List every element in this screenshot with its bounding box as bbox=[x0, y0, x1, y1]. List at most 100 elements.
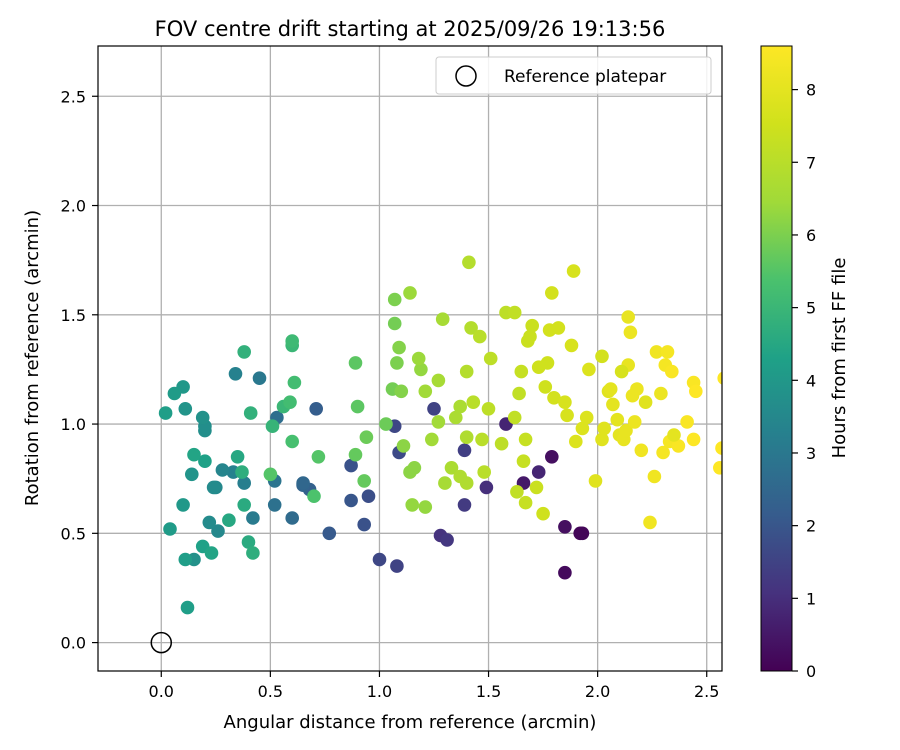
scatter-point bbox=[357, 517, 372, 532]
colorbar: 0 1 2 3 4 5 6 7 8 Hours from first FF file bbox=[760, 45, 850, 681]
scatter-point bbox=[252, 371, 267, 386]
scatter-point bbox=[311, 450, 326, 464]
scatter-point bbox=[230, 450, 245, 464]
scatter-point bbox=[588, 474, 603, 488]
scatter-point bbox=[167, 386, 182, 401]
scatter-point bbox=[361, 489, 376, 504]
scatter-point bbox=[459, 364, 474, 379]
scatter-point bbox=[438, 476, 452, 490]
scatter-point bbox=[211, 524, 225, 538]
scatter-point bbox=[529, 480, 544, 495]
scatter-point bbox=[464, 321, 478, 335]
scatter-point bbox=[435, 312, 450, 327]
scatter-point bbox=[623, 325, 638, 340]
scatter-point bbox=[246, 511, 260, 525]
colorbar-tick-label: 4 bbox=[806, 371, 816, 390]
scatter-point bbox=[477, 465, 492, 479]
scatter-point bbox=[595, 349, 609, 364]
scatter-point bbox=[457, 443, 472, 458]
scatter-point bbox=[507, 305, 522, 320]
scatter-point bbox=[715, 441, 722, 455]
scatter-point bbox=[483, 351, 498, 366]
scatter-point bbox=[307, 489, 321, 504]
scatter-point bbox=[180, 600, 195, 615]
x-tick-label: 0.0 bbox=[149, 682, 174, 701]
scatter-point bbox=[235, 465, 249, 479]
scatter-point bbox=[494, 436, 509, 451]
colorbar-tick-label: 5 bbox=[806, 299, 816, 318]
scatter-point bbox=[396, 439, 411, 453]
scatter-point bbox=[449, 410, 463, 425]
x-tick-label: 1.5 bbox=[476, 682, 501, 701]
scatter-point bbox=[660, 345, 675, 359]
scatter-point bbox=[263, 467, 278, 482]
scatter-point bbox=[610, 412, 625, 427]
scatter-point bbox=[667, 428, 681, 442]
scatter-point bbox=[309, 402, 324, 416]
scatter-point bbox=[425, 432, 439, 447]
scatter-point bbox=[518, 432, 533, 447]
scatter-point bbox=[545, 450, 559, 464]
scatter-point bbox=[237, 498, 251, 512]
colorbar-gradient bbox=[760, 45, 793, 672]
scatter-point bbox=[597, 421, 611, 436]
scatter-point bbox=[462, 255, 476, 270]
scatter-point bbox=[630, 382, 644, 396]
scatter-point bbox=[187, 447, 201, 462]
chart-title: FOV centre drift starting at 2025/09/26 … bbox=[155, 17, 666, 41]
scatter-point bbox=[518, 495, 533, 510]
scatter-point bbox=[680, 415, 694, 429]
scatter-point bbox=[459, 430, 474, 445]
scatter-point bbox=[475, 432, 489, 447]
scatter-point bbox=[634, 443, 649, 458]
scatter-point bbox=[538, 380, 553, 394]
scatter-point bbox=[379, 417, 393, 431]
x-tick-label: 1.0 bbox=[367, 682, 392, 701]
scatter-point bbox=[649, 345, 664, 359]
scatter-point bbox=[204, 546, 219, 560]
scatter-point bbox=[246, 546, 260, 560]
scatter-point bbox=[564, 338, 579, 353]
scatter-point bbox=[372, 552, 387, 567]
scatter-point bbox=[665, 364, 679, 379]
scatter-point bbox=[654, 386, 668, 401]
scatter-point bbox=[322, 526, 337, 541]
scatter-point bbox=[514, 364, 529, 379]
scatter-point bbox=[394, 384, 409, 399]
scatter-point bbox=[531, 465, 546, 479]
scatter-point bbox=[545, 286, 559, 300]
scatter-point bbox=[176, 498, 190, 512]
y-tick-label: 1.5 bbox=[61, 306, 86, 325]
scatter-point bbox=[547, 391, 561, 405]
scatter-point bbox=[512, 386, 526, 401]
colorbar-tick-label: 0 bbox=[806, 662, 816, 681]
scatter-point bbox=[643, 515, 657, 530]
scatter-point bbox=[481, 402, 496, 416]
colorbar-tick-label: 8 bbox=[806, 81, 816, 100]
scatter-point bbox=[582, 362, 596, 377]
scatter-point bbox=[516, 454, 531, 469]
scatter-point bbox=[573, 526, 587, 541]
scatter-point bbox=[523, 329, 537, 344]
y-tick-label: 2.0 bbox=[61, 197, 86, 216]
scatter-point bbox=[558, 520, 572, 534]
scatter-point bbox=[595, 432, 609, 447]
scatter-point bbox=[536, 506, 550, 521]
data-points bbox=[158, 255, 722, 615]
x-tick-label: 0.5 bbox=[258, 682, 283, 701]
scatter-point bbox=[540, 356, 555, 370]
y-axis: 0.0 0.5 1.0 1.5 2.0 2.5 bbox=[61, 87, 98, 653]
scatter-point bbox=[285, 511, 300, 525]
scatter-point bbox=[195, 410, 210, 425]
scatter-point bbox=[390, 559, 404, 573]
scatter-point bbox=[647, 469, 662, 484]
scatter-point bbox=[686, 432, 701, 447]
y-tick-label: 0.5 bbox=[61, 524, 86, 543]
colorbar-tick-label: 7 bbox=[806, 153, 816, 172]
scatter-point bbox=[344, 458, 358, 473]
scatter-point bbox=[222, 513, 236, 527]
scatter-point bbox=[285, 434, 300, 449]
y-tick-label: 1.0 bbox=[61, 415, 86, 434]
scatter-point bbox=[267, 498, 282, 512]
reference-point bbox=[150, 631, 173, 654]
